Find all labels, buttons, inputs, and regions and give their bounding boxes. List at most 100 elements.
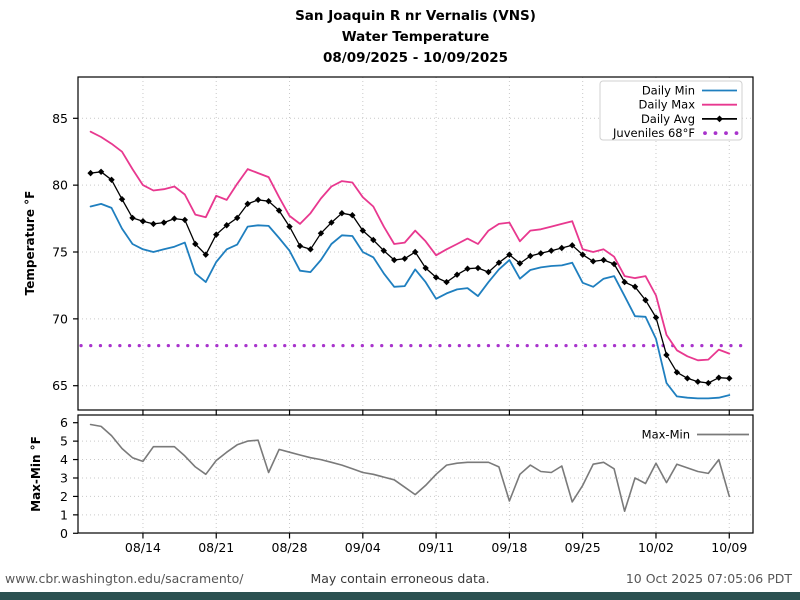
daily-avg-marker — [108, 176, 115, 184]
daily-avg-marker — [150, 220, 157, 228]
daily-avg-marker — [254, 196, 262, 204]
legend-marker-sample — [716, 115, 723, 123]
daily-avg-marker — [422, 264, 429, 272]
daily-avg-marker — [631, 283, 639, 290]
daily-avg-marker — [118, 195, 126, 203]
station-title: San Joaquin R nr Vernalis (VNS) — [295, 8, 536, 24]
daily-avg-marker — [516, 260, 524, 267]
daily-avg-marker — [464, 265, 471, 272]
footer-accent-bar — [0, 592, 800, 600]
daily-avg-marker — [307, 246, 314, 253]
y-tick-label: 2 — [60, 489, 68, 504]
daily-avg-marker — [275, 207, 283, 214]
x-tick-label: 08/14 — [125, 540, 161, 555]
daily-avg-marker — [432, 274, 440, 281]
parameter-title: Water Temperature — [341, 29, 490, 45]
legend-dots-sample — [703, 131, 707, 136]
daily-avg-marker — [673, 369, 681, 376]
daily-avg-marker — [139, 218, 147, 225]
x-tick-label: 08/21 — [198, 540, 234, 555]
y-tick-label: 70 — [52, 311, 68, 326]
y-tick-label: 6 — [60, 415, 68, 430]
daily-avg-marker — [380, 247, 387, 254]
legend-dots-sample — [734, 131, 739, 136]
legend-label: Juveniles 68°F — [612, 126, 695, 140]
y-tick-label: 4 — [60, 452, 68, 467]
daily-avg-marker — [233, 214, 241, 222]
chart-canvas: 65 70 75 80 85 0 1 2 3 4 5 6 08/14 08/21 08/28 09/04 09/… — [52, 76, 754, 555]
daily-avg-marker — [705, 379, 712, 387]
daily-avg-marker — [349, 212, 356, 219]
x-tick-label: 09/25 — [565, 540, 601, 555]
daily-avg-marker — [338, 210, 346, 217]
x-tick-label: 09/11 — [418, 540, 454, 555]
daily-avg-marker — [453, 271, 461, 278]
daily-avg-marker — [569, 242, 576, 249]
daily-avg-marker — [610, 260, 618, 268]
max-min-series — [89, 423, 731, 513]
legend-dots-sample — [713, 131, 718, 136]
x-tick-label: 09/04 — [345, 540, 381, 555]
daily-min-series — [89, 202, 731, 400]
legend-label: Daily Avg — [641, 112, 695, 126]
daily-avg-marker — [213, 231, 220, 238]
daily-avg-marker — [296, 242, 304, 250]
legend-box — [599, 80, 743, 141]
daily-avg-marker — [589, 258, 597, 265]
daily-avg-marker — [328, 219, 335, 226]
daily-avg-marker — [244, 200, 251, 208]
daily-avg-marker — [443, 278, 450, 286]
y-tick-label: 3 — [60, 470, 68, 485]
daily-avg-marker — [485, 268, 492, 276]
footer-disclaimer: May contain erroneous data. — [310, 571, 490, 586]
daily-avg-marker — [97, 168, 105, 175]
daily-avg-marker — [537, 250, 545, 257]
daily-avg-marker — [317, 230, 325, 237]
daily-avg-marker — [684, 375, 691, 382]
daily-avg-marker — [265, 197, 272, 205]
legend-dots-sample — [724, 131, 728, 136]
date-range-title: 08/09/2025 - 10/09/2025 — [322, 50, 509, 66]
daily-avg-marker — [558, 244, 565, 252]
y-tick-label: 1 — [60, 507, 68, 522]
chart-title-block: San Joaquin R nr Vernalis (VNS) Water Te… — [78, 6, 753, 69]
daily-avg-marker — [391, 256, 398, 264]
daily-avg-marker — [286, 223, 293, 230]
daily-avg-marker — [87, 169, 94, 177]
daily-avg-marker — [411, 248, 419, 256]
daily-avg-marker — [694, 378, 702, 385]
y-tick-label: 5 — [60, 434, 68, 449]
daily-avg-marker — [715, 374, 722, 381]
daily-avg-marker — [600, 256, 607, 264]
footer-timestamp: 10 Oct 2025 07:05:06 PDT — [625, 571, 792, 586]
daily-avg-marker — [726, 375, 733, 382]
daily-avg-marker — [202, 251, 209, 258]
daily-avg-marker — [171, 215, 178, 222]
x-tick-label: 10/09 — [711, 540, 747, 555]
footer-url[interactable]: www.cbr.washington.edu/sacramento/ — [5, 571, 244, 586]
y-tick-label: 80 — [52, 178, 68, 193]
daily-max-series — [89, 130, 731, 362]
main-panel-border — [77, 76, 754, 411]
daily-avg-marker — [527, 252, 534, 260]
daily-avg-marker — [506, 251, 513, 258]
daily-avg-marker — [579, 251, 586, 258]
daily-avg-marker — [192, 240, 199, 248]
legend-label: Max-Min — [642, 428, 690, 442]
daily-avg-marker — [401, 255, 408, 262]
daily-avg-marker — [160, 219, 168, 226]
daily-avg-marker — [663, 351, 670, 359]
x-tick-label: 08/28 — [272, 540, 308, 555]
daily-avg-marker — [621, 278, 628, 286]
daily-avg-marker — [129, 214, 136, 222]
daily-avg-marker — [495, 259, 503, 266]
daily-avg-marker — [652, 314, 660, 321]
daily-avg-marker — [181, 216, 189, 224]
y-tick-label: 85 — [52, 111, 68, 126]
x-tick-label: 09/18 — [491, 540, 527, 555]
x-tick-label: 10/02 — [638, 540, 674, 555]
y-tick-label: 65 — [52, 378, 68, 393]
daily-avg-marker — [642, 296, 649, 304]
daily-avg-marker — [474, 264, 482, 272]
